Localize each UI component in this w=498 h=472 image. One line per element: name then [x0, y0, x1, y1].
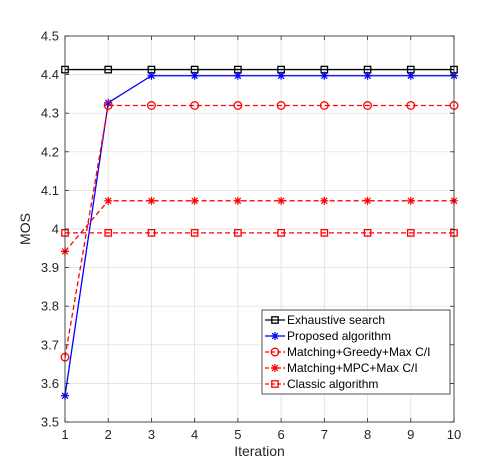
legend-marker — [271, 332, 279, 340]
legend-item: Classic algorithm — [265, 377, 378, 391]
data-point — [146, 101, 156, 110]
data-point — [190, 101, 200, 110]
data-point — [363, 101, 373, 110]
data-point — [233, 196, 242, 205]
legend-label: Proposed algorithm — [287, 329, 391, 343]
legend-marker — [271, 380, 279, 388]
x-tick-label: 10 — [447, 427, 461, 442]
x-tick-label: 9 — [407, 427, 414, 442]
x-tick-label: 2 — [105, 427, 112, 442]
data-point — [147, 196, 156, 205]
legend-marker — [271, 316, 279, 324]
series-line — [64, 75, 454, 396]
y-tick-label: 4.3 — [41, 106, 59, 121]
data-point — [277, 196, 286, 205]
series-group — [60, 65, 459, 400]
y-tick-label: 3.7 — [41, 337, 59, 352]
y-tick-label: 4 — [52, 222, 59, 237]
data-point — [406, 101, 416, 110]
series-line — [64, 104, 454, 358]
data-point — [277, 229, 285, 237]
data-point — [320, 71, 329, 80]
data-point — [104, 98, 113, 107]
legend-item: Proposed algorithm — [265, 329, 391, 343]
data-point — [363, 196, 372, 205]
series-line — [64, 200, 454, 252]
data-point — [234, 229, 242, 237]
data-point — [104, 196, 113, 205]
legend: Exhaustive search Proposed algorithm Match… — [261, 309, 451, 395]
y-tick-label: 3.5 — [41, 415, 59, 430]
data-point — [277, 71, 286, 80]
data-point — [363, 229, 372, 237]
data-point — [103, 101, 113, 110]
x-tick-label: 6 — [277, 427, 284, 442]
x-tick-label: 7 — [321, 427, 328, 442]
legend-item: Matching+Greedy+Max C/I — [265, 345, 430, 359]
data-point — [319, 101, 329, 110]
legend-label: Exhaustive search — [287, 313, 385, 327]
legend-marker — [271, 364, 279, 372]
y-tick-label: 4.4 — [41, 67, 59, 82]
x-axis-label: Iteration — [234, 443, 285, 459]
data-point — [320, 196, 329, 205]
x-tick-label: 1 — [61, 427, 68, 442]
y-axis-label: MOS — [17, 213, 33, 245]
data-point — [190, 71, 199, 80]
data-point — [233, 71, 242, 80]
y-tick-label: 4.2 — [41, 144, 59, 159]
data-point — [104, 65, 113, 74]
y-tick-label: 4.5 — [41, 29, 59, 44]
data-point — [406, 229, 415, 237]
legend-item: Matching+MPC+Max C/I — [265, 361, 418, 375]
x-tick-label: 3 — [148, 427, 155, 442]
legend-label: Matching+MPC+Max C/I — [287, 361, 418, 375]
data-point — [406, 71, 415, 80]
series-1 — [61, 71, 458, 400]
data-point — [190, 229, 199, 237]
data-point — [233, 101, 243, 110]
y-tick-label: 4.1 — [41, 183, 59, 198]
x-tick-label: 8 — [364, 427, 371, 442]
series-2 — [60, 101, 459, 362]
data-point — [147, 229, 156, 237]
legend-label: Classic algorithm — [287, 377, 378, 391]
x-tick-label: 5 — [234, 427, 241, 442]
data-point — [147, 71, 156, 80]
legend-item: Exhaustive search — [265, 313, 385, 327]
data-point — [406, 196, 415, 205]
legend-marker — [270, 347, 280, 357]
data-point — [190, 196, 199, 205]
data-point — [104, 229, 113, 237]
x-tick-label: 4 — [191, 427, 198, 442]
data-point — [363, 71, 372, 80]
legend-box — [261, 309, 451, 395]
data-point — [320, 229, 329, 237]
y-tick-label: 3.6 — [41, 376, 59, 391]
y-tick-label: 3.8 — [41, 299, 59, 314]
y-tick-label: 3.9 — [41, 260, 59, 275]
legend-label: Matching+Greedy+Max C/I — [287, 345, 430, 359]
ticks: 1 2 3 4 5 6 7 8 9 10 3.5 3.6 3.7 3.8 3.9 4 4.1 4.2 4.3 4.4 4… — [41, 29, 461, 443]
data-point — [276, 101, 286, 110]
